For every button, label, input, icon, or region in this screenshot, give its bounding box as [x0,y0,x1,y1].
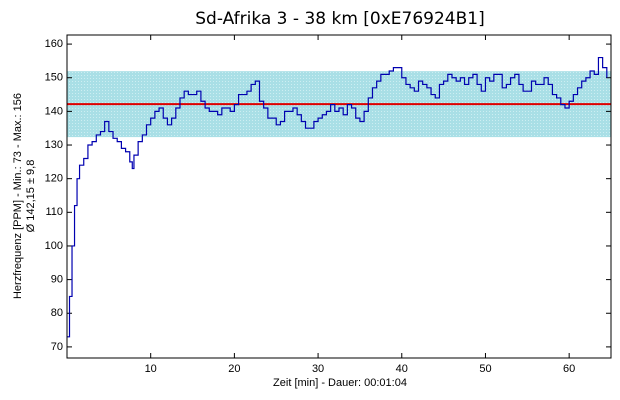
x-tick-label: 20 [228,363,240,375]
x-axis-label: Zeit [min] - Dauer: 00:01:04 [273,377,407,389]
x-tick-label: 60 [563,363,575,375]
y-tick-label: 110 [45,206,63,218]
y-axis-label: Herzfrequenz [PPM] - Min.: 73 - Max.: 15… [12,93,24,299]
x-tick-label: 10 [145,363,157,375]
y-tick-label: 100 [45,240,63,252]
y-tick-label: 90 [51,274,63,286]
x-tick-label: 30 [312,363,324,375]
heart-rate-line [67,56,608,338]
y-tick-label: 130 [45,139,63,151]
y-tick-label: 140 [45,105,63,117]
y-tick-label: 120 [45,173,63,185]
chart-title: Sd-Afrika 3 - 38 km [0xE76924B1] [195,9,484,29]
y-axis-label: Ø 142,15 ± 9,8 [25,160,37,233]
y-tick-label: 160 [45,38,63,50]
y-tick-label: 80 [51,307,63,319]
x-tick-label: 50 [479,363,491,375]
x-tick-label: 40 [396,363,408,375]
plot-border [66,34,612,359]
y-tick-label: 70 [51,341,63,353]
y-tick-label: 150 [45,72,63,84]
